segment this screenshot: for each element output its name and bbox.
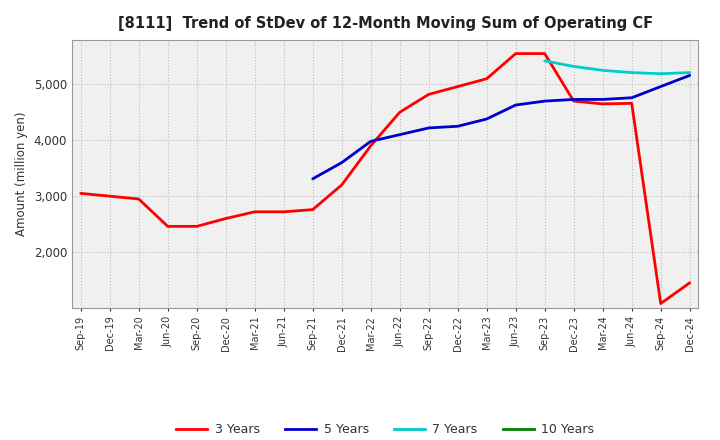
7 Years xyxy=(598,68,607,73)
3 Years xyxy=(308,207,317,212)
5 Years xyxy=(598,97,607,102)
3 Years xyxy=(251,209,259,214)
5 Years xyxy=(338,160,346,165)
Line: 7 Years: 7 Years xyxy=(545,61,690,74)
7 Years xyxy=(627,70,636,75)
3 Years xyxy=(366,143,375,148)
5 Years xyxy=(511,103,520,108)
3 Years xyxy=(685,280,694,286)
3 Years xyxy=(424,92,433,97)
7 Years xyxy=(541,58,549,63)
3 Years xyxy=(482,76,491,81)
7 Years xyxy=(685,70,694,75)
3 Years xyxy=(627,101,636,106)
3 Years xyxy=(76,191,85,196)
3 Years xyxy=(395,110,404,115)
3 Years xyxy=(105,194,114,199)
3 Years xyxy=(221,216,230,221)
7 Years xyxy=(657,71,665,77)
5 Years xyxy=(424,125,433,131)
5 Years xyxy=(627,95,636,100)
5 Years xyxy=(454,124,462,129)
5 Years xyxy=(366,139,375,144)
Title: [8111]  Trend of StDev of 12-Month Moving Sum of Operating CF: [8111] Trend of StDev of 12-Month Moving… xyxy=(117,16,653,32)
5 Years xyxy=(570,97,578,102)
3 Years xyxy=(192,224,201,229)
7 Years xyxy=(570,64,578,69)
Legend: 3 Years, 5 Years, 7 Years, 10 Years: 3 Years, 5 Years, 7 Years, 10 Years xyxy=(171,418,599,440)
5 Years xyxy=(482,116,491,121)
3 Years xyxy=(657,301,665,306)
5 Years xyxy=(685,73,694,78)
3 Years xyxy=(338,182,346,187)
3 Years xyxy=(570,99,578,104)
Line: 3 Years: 3 Years xyxy=(81,54,690,304)
5 Years xyxy=(395,132,404,137)
3 Years xyxy=(454,84,462,89)
3 Years xyxy=(163,224,172,229)
Line: 5 Years: 5 Years xyxy=(312,75,690,179)
3 Years xyxy=(511,51,520,56)
5 Years xyxy=(308,176,317,181)
5 Years xyxy=(541,99,549,104)
5 Years xyxy=(657,84,665,89)
Y-axis label: Amount (million yen): Amount (million yen) xyxy=(15,112,28,236)
3 Years xyxy=(135,196,143,202)
3 Years xyxy=(279,209,288,214)
3 Years xyxy=(598,101,607,106)
3 Years xyxy=(541,51,549,56)
